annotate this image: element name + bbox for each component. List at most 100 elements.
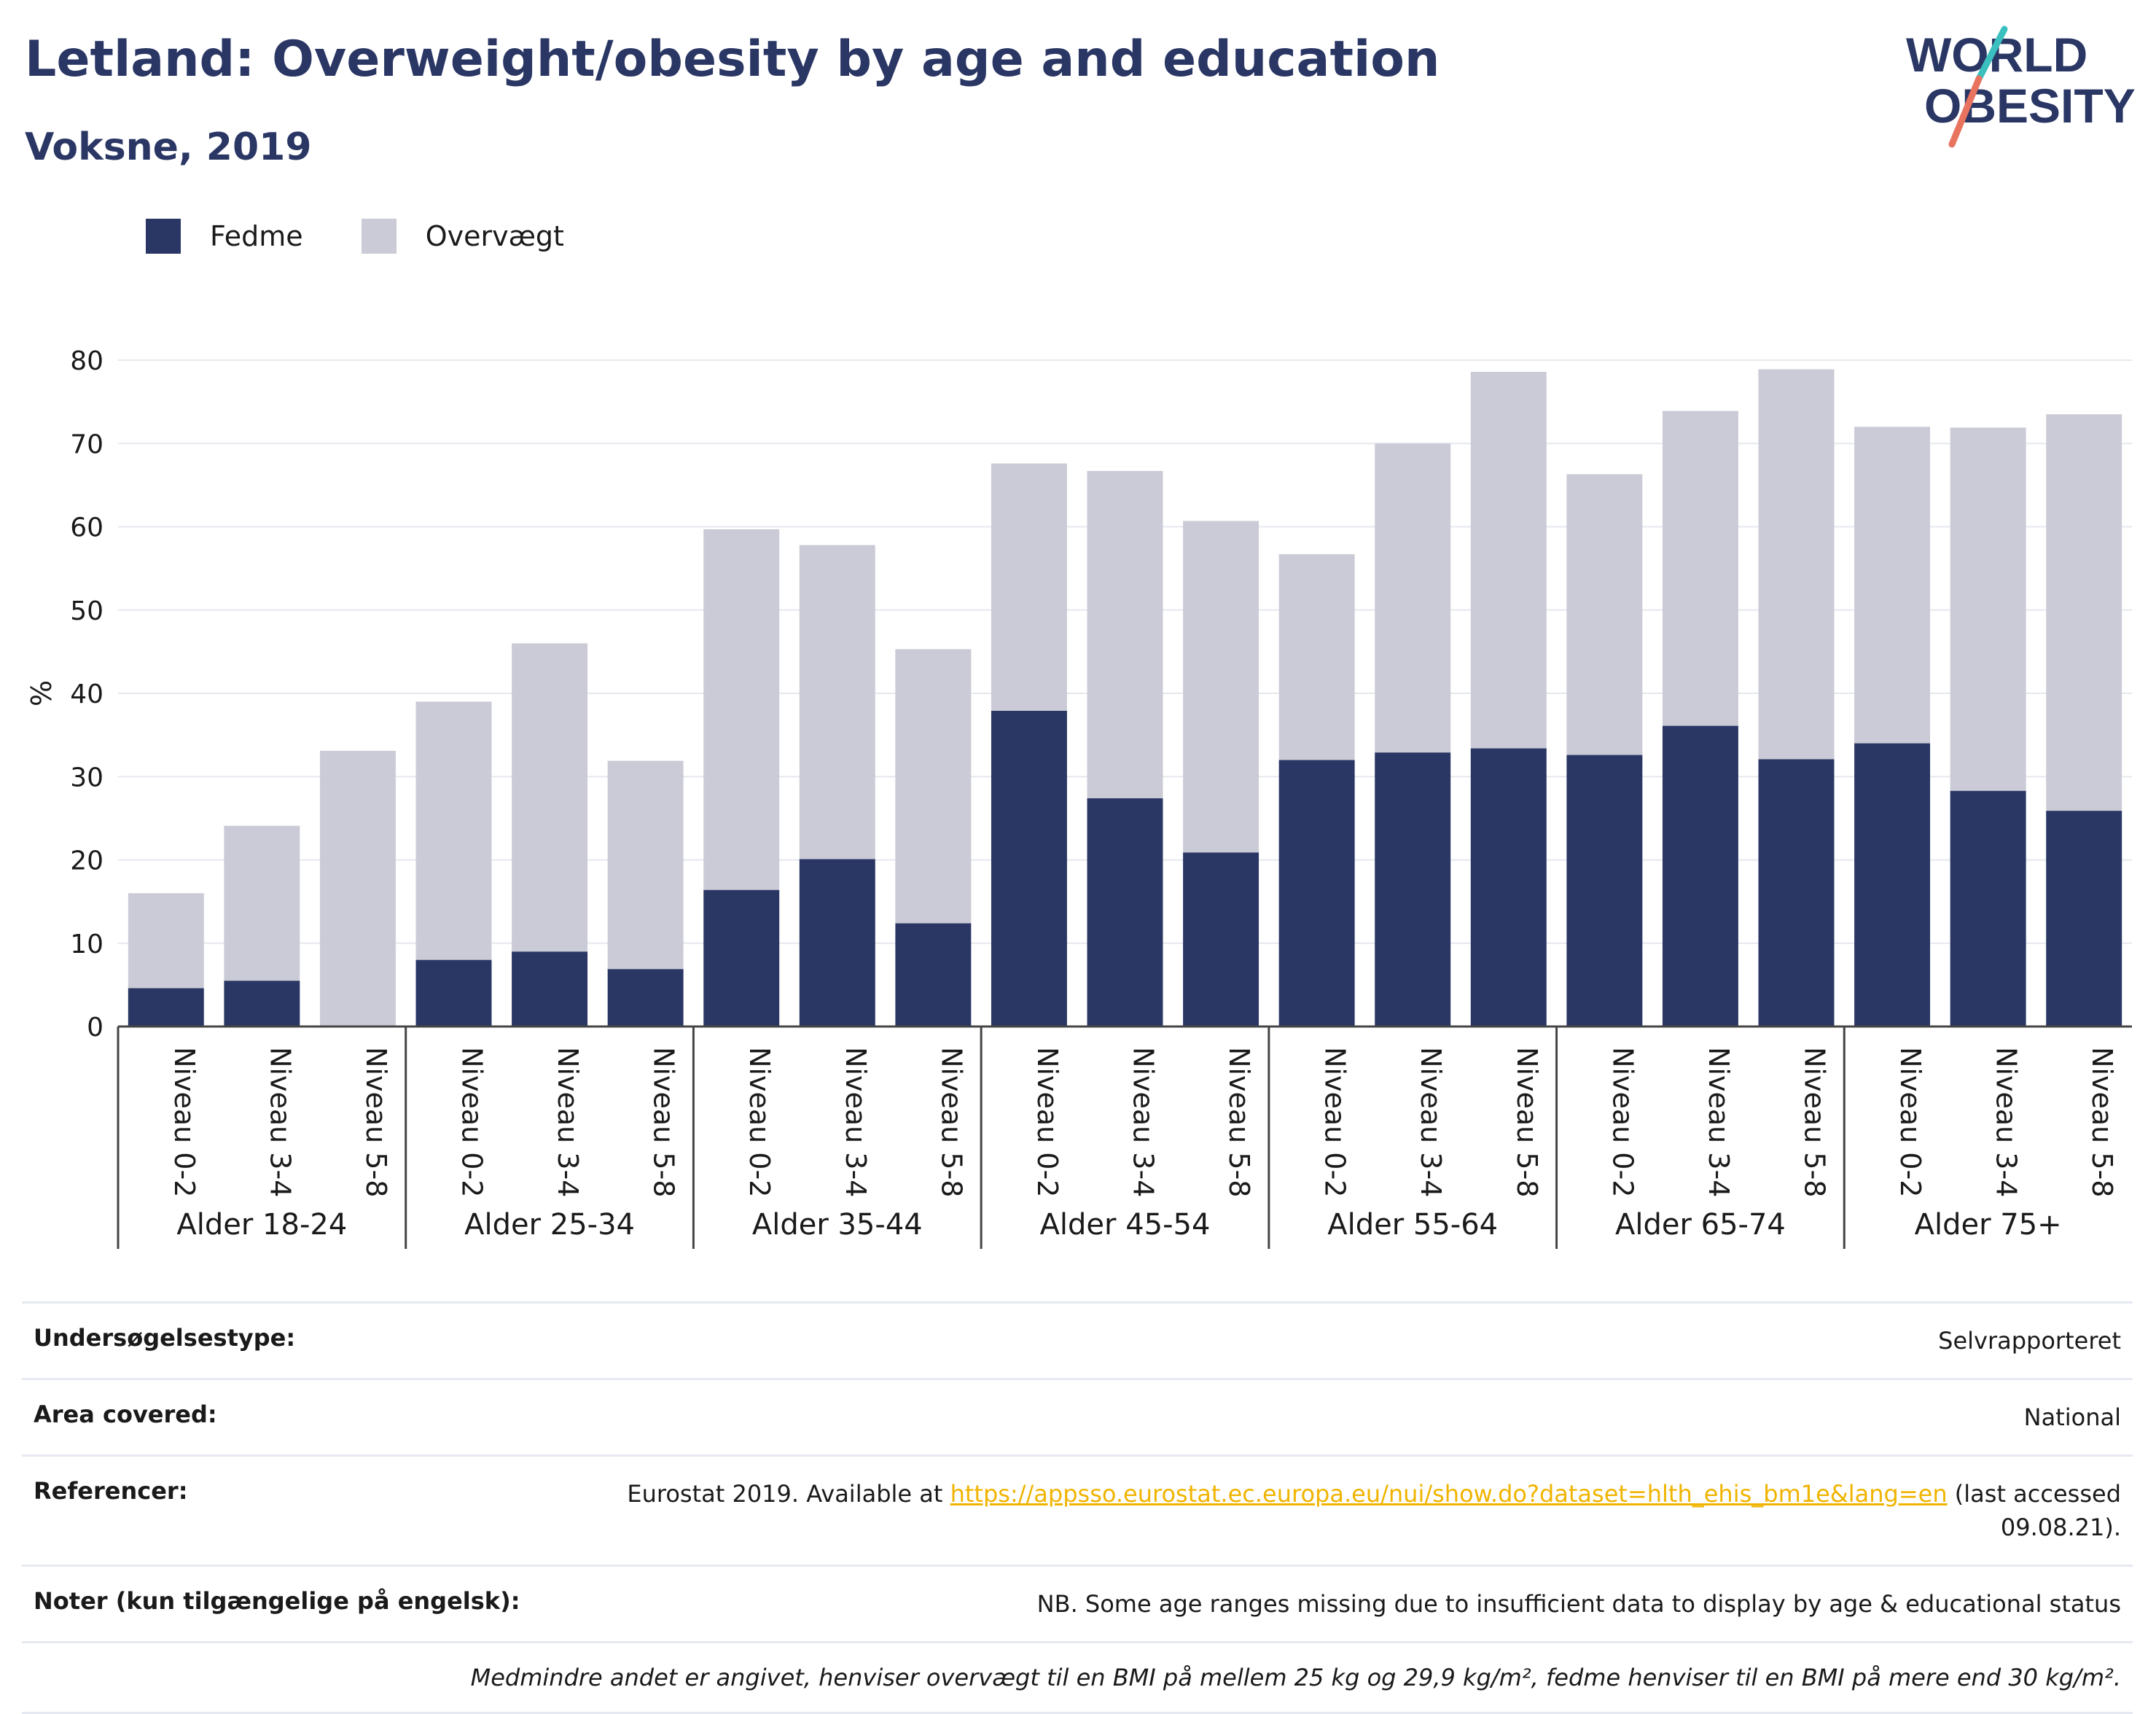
y-axis-label: % <box>26 680 58 706</box>
x-tick-label: Niveau 5-8 <box>1223 1047 1255 1197</box>
legend: Fedme Overvægt <box>146 217 622 255</box>
stacked-bar-chart: 0 10 20 30 40 50 60 70 80% Niveau 0-2 Niveau 3-4 Ni… <box>26 346 2132 1249</box>
bar-overvaegt <box>128 893 204 989</box>
bar-fedme <box>415 959 492 1027</box>
bar-fedme <box>1470 748 1547 1027</box>
bar-overvaegt <box>224 825 300 981</box>
x-tick-label: Niveau 3-4 <box>1991 1047 2023 1197</box>
bar-fedme <box>703 889 780 1027</box>
bar-overvaegt <box>512 643 588 952</box>
bar-overvaegt <box>415 701 492 960</box>
x-tick-label: Niveau 3-4 <box>1703 1047 1735 1197</box>
bar-fedme <box>1087 798 1163 1027</box>
x-tick-label: Niveau 5-8 <box>648 1047 680 1197</box>
meta-value: National <box>2023 1403 2121 1431</box>
group-label: Alder 75+ <box>1915 1208 2062 1242</box>
bar-fedme <box>224 981 300 1027</box>
meta-row-area: Area covered: National <box>22 1378 2133 1454</box>
bar-fedme <box>1183 852 1259 1027</box>
meta-key: Undersøgelsestype: <box>34 1324 296 1352</box>
meta-key: Area covered: <box>34 1401 217 1428</box>
meta-value: Eurostat 2019. Available at https://apps… <box>627 1480 2121 1541</box>
bar-overvaegt <box>607 760 684 970</box>
x-tick-label: Niveau 5-8 <box>1799 1047 1831 1197</box>
meta-row-references: Referencer: Eurostat 2019. Available at … <box>22 1454 2133 1565</box>
meta-value: NB. Some age ranges missing due to insuf… <box>1036 1590 2121 1618</box>
bar-fedme <box>895 923 972 1027</box>
group-label: Alder 18-24 <box>176 1208 347 1242</box>
bar-overvaegt <box>1375 443 1451 753</box>
y-tick-label: 60 <box>70 513 103 543</box>
bar-overvaegt <box>799 545 875 860</box>
bar-fedme <box>1854 743 1931 1027</box>
bar-fedme <box>2046 811 2122 1027</box>
group-label: Alder 45-54 <box>1040 1208 1211 1242</box>
bar-overvaegt <box>703 529 780 890</box>
bar-fedme <box>1375 752 1451 1027</box>
group-label: Alder 65-74 <box>1615 1208 1786 1242</box>
bar-fedme <box>991 710 1067 1027</box>
legend-label-fedme: Fedme <box>210 220 303 252</box>
group-label: Alder 25-34 <box>464 1208 635 1242</box>
bar-overvaegt <box>1854 426 1931 744</box>
x-tick-label: Niveau 3-4 <box>264 1047 296 1197</box>
x-tick-label: Niveau 0-2 <box>168 1047 200 1197</box>
x-tick-label: Niveau 0-2 <box>1031 1047 1063 1197</box>
bar-overvaegt <box>1662 410 1738 726</box>
meta-value: Selvrapporteret <box>1938 1327 2121 1355</box>
x-tick-label: Niveau 0-2 <box>1606 1047 1639 1197</box>
x-tick-label: Niveau 5-8 <box>935 1047 967 1197</box>
bar-fedme <box>1278 760 1355 1027</box>
bar-fedme <box>607 969 684 1027</box>
bar-fedme <box>1566 755 1643 1027</box>
y-tick-label: 50 <box>70 596 103 626</box>
bar-overvaegt <box>1950 427 2026 791</box>
x-tick-label: Niveau 3-4 <box>1415 1047 1447 1197</box>
chart-subtitle: Voksne, 2019 <box>25 125 312 169</box>
x-tick-label: Niveau 3-4 <box>1128 1047 1160 1197</box>
bar-overvaegt <box>1183 521 1259 853</box>
y-tick-label: 20 <box>70 846 103 876</box>
group-label: Alder 35-44 <box>752 1208 923 1242</box>
bar-overvaegt <box>895 649 972 924</box>
x-tick-label: Niveau 3-4 <box>552 1047 584 1197</box>
legend-swatch-fedme <box>146 219 181 254</box>
meta-row-notes: Noter (kun tilgængelige på engelsk): NB.… <box>22 1565 2133 1641</box>
x-tick-label: Niveau 5-8 <box>2086 1047 2118 1197</box>
metadata-table: Undersøgelsestype: Selvrapporteret Area … <box>22 1301 2133 1714</box>
bar-fedme <box>799 859 875 1027</box>
logo-line1: WORLD <box>1906 28 2087 82</box>
bar-overvaegt <box>991 463 1067 711</box>
bar-overvaegt <box>1470 371 1547 749</box>
legend-swatch-overvaegt <box>361 219 397 254</box>
bar-fedme <box>512 951 588 1027</box>
reference-link[interactable]: https://appsso.eurostat.ec.europa.eu/nui… <box>950 1480 1948 1508</box>
group-label: Alder 55-64 <box>1327 1208 1498 1242</box>
meta-row-survey-type: Undersøgelsestype: Selvrapporteret <box>22 1301 2133 1378</box>
y-tick-label: 30 <box>70 763 103 792</box>
footnote: Medmindre andet er angivet, henviser ove… <box>470 1664 2121 1691</box>
y-tick-label: 10 <box>70 930 103 959</box>
y-tick-label: 80 <box>70 346 103 376</box>
bar-fedme <box>1950 790 2026 1027</box>
x-tick-label: Niveau 5-8 <box>1511 1047 1543 1197</box>
bar-fedme <box>1758 759 1835 1027</box>
bar-fedme <box>128 988 204 1027</box>
y-tick-label: 40 <box>70 679 103 709</box>
meta-key: Noter (kun tilgængelige på engelsk): <box>34 1587 520 1615</box>
logo-line2: OBESITY <box>1924 79 2136 133</box>
y-tick-label: 0 <box>87 1013 103 1043</box>
bar-overvaegt <box>1087 470 1163 798</box>
bar-overvaegt <box>1278 554 1355 760</box>
bar-overvaegt <box>319 750 396 1027</box>
world-obesity-logo: WORLD OBESITY <box>1902 20 2143 159</box>
x-tick-label: Niveau 5-8 <box>360 1047 392 1197</box>
y-tick-label: 70 <box>70 429 103 459</box>
x-tick-label: Niveau 0-2 <box>743 1047 776 1197</box>
bar-overvaegt <box>1566 474 1643 755</box>
legend-label-overvaegt: Overvægt <box>425 220 564 252</box>
meta-key: Referencer: <box>34 1477 188 1505</box>
chart-title: Letland: Overweight/obesity by age and e… <box>25 31 1440 88</box>
bar-overvaegt <box>2046 414 2122 811</box>
meta-row-footnote: Medmindre andet er angivet, henviser ove… <box>22 1641 2133 1714</box>
